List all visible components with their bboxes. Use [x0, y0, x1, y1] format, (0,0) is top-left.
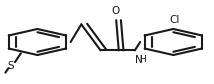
Text: Cl: Cl — [169, 15, 180, 25]
Text: H: H — [140, 55, 146, 64]
Text: N: N — [135, 55, 143, 65]
Text: O: O — [111, 6, 119, 16]
Text: S: S — [8, 60, 14, 71]
